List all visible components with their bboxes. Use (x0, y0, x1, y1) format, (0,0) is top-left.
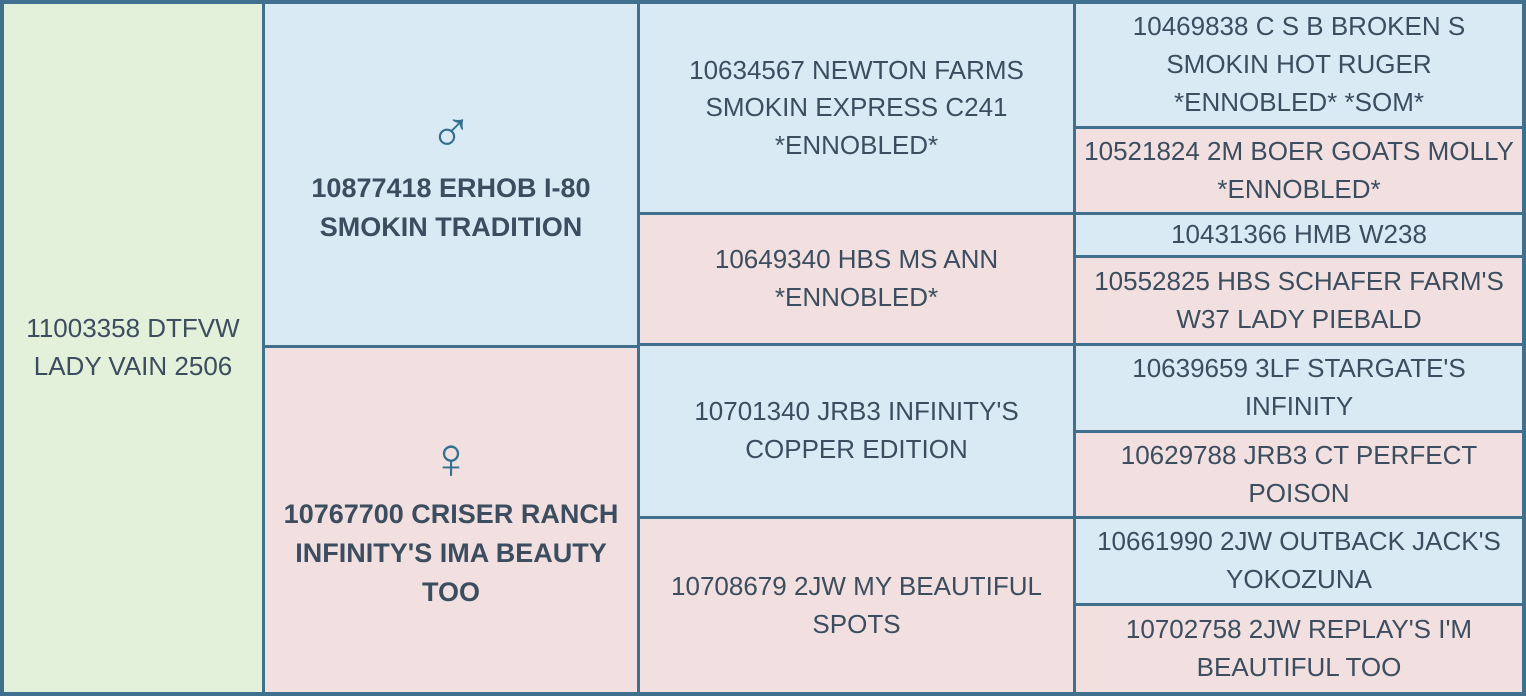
generation-subject: 11003358 DTFVW LADY VAIN 2506 (4, 4, 262, 692)
sire-cell: ♂ 10877418 ERHOB I-80 SMOKIN TRADITION (265, 4, 637, 346)
sire-label: 10877418 ERHOB I-80 SMOKIN TRADITION (311, 173, 591, 243)
generation-grandparents: 10634567 NEWTON FARMS SMOKIN EXPRESS C24… (640, 4, 1073, 692)
great-grandparent-label-5: 10639659 3LF STARGATE'S INFINITY (1132, 353, 1466, 422)
great-grandparent-cell-3: 10431366 HMB W238 (1076, 215, 1522, 256)
generation-great-grandparents: 10469838 C S B BROKEN S SMOKIN HOT RUGER… (1076, 4, 1522, 692)
great-grandparent-cell-4: 10552825 HBS SCHAFER FARM'S W37 LADY PIE… (1076, 258, 1522, 344)
great-grandparent-cell-6: 10629788 JRB3 CT PERFECT POISON (1076, 433, 1522, 517)
great-grandparent-label-1: 10469838 C S B BROKEN S SMOKIN HOT RUGER… (1132, 11, 1466, 117)
subject-cell: 11003358 DTFVW LADY VAIN 2506 (4, 4, 262, 692)
female-icon: ♀ (429, 426, 473, 492)
great-grandparent-cell-7: 10661990 2JW OUTBACK JACK'S YOKOZUNA (1076, 519, 1522, 604)
great-grandparent-label-2: 10521824 2M BOER GOATS MOLLY *ENNOBLED* (1084, 135, 1514, 204)
subject-label: 11003358 DTFVW LADY VAIN 2506 (26, 313, 240, 381)
male-icon: ♂ (429, 100, 473, 166)
great-grandparent-label-4: 10552825 HBS SCHAFER FARM'S W37 LADY PIE… (1094, 266, 1504, 334)
dam-label: 10767700 CRISER RANCH INFINITY'S IMA BEA… (283, 499, 619, 608)
paternal-granddam-label: 10649340 HBS MS ANN *ENNOBLED* (714, 244, 999, 313)
generation-parents: ♂ 10877418 ERHOB I-80 SMOKIN TRADITION ♀… (265, 4, 637, 692)
maternal-granddam-label: 10708679 2JW MY BEAUTIFUL SPOTS (671, 570, 1042, 639)
dam-cell: ♀ 10767700 CRISER RANCH INFINITY'S IMA B… (265, 348, 637, 692)
maternal-granddam-cell: 10708679 2JW MY BEAUTIFUL SPOTS (640, 519, 1073, 692)
great-grandparent-label-3: 10431366 HMB W238 (1171, 219, 1427, 250)
great-grandparent-cell-5: 10639659 3LF STARGATE'S INFINITY (1076, 346, 1522, 431)
great-grandparent-label-6: 10629788 JRB3 CT PERFECT POISON (1120, 439, 1478, 508)
maternal-grandsire-cell: 10701340 JRB3 INFINITY'S COPPER EDITION (640, 346, 1073, 517)
great-grandparent-cell-2: 10521824 2M BOER GOATS MOLLY *ENNOBLED* (1076, 129, 1522, 213)
great-grandparent-cell-1: 10469838 C S B BROKEN S SMOKIN HOT RUGER… (1076, 4, 1522, 127)
paternal-granddam-cell: 10649340 HBS MS ANN *ENNOBLED* (640, 215, 1073, 344)
great-grandparent-cell-8: 10702758 2JW REPLAY'S I'M BEAUTIFUL TOO (1076, 606, 1522, 692)
paternal-grandsire-cell: 10634567 NEWTON FARMS SMOKIN EXPRESS C24… (640, 4, 1073, 213)
maternal-grandsire-label: 10701340 JRB3 INFINITY'S COPPER EDITION (694, 396, 1019, 465)
great-grandparent-label-7: 10661990 2JW OUTBACK JACK'S YOKOZUNA (1097, 526, 1501, 595)
great-grandparent-label-8: 10702758 2JW REPLAY'S I'M BEAUTIFUL TOO (1125, 614, 1473, 683)
paternal-grandsire-label: 10634567 NEWTON FARMS SMOKIN EXPRESS C24… (689, 54, 1024, 160)
